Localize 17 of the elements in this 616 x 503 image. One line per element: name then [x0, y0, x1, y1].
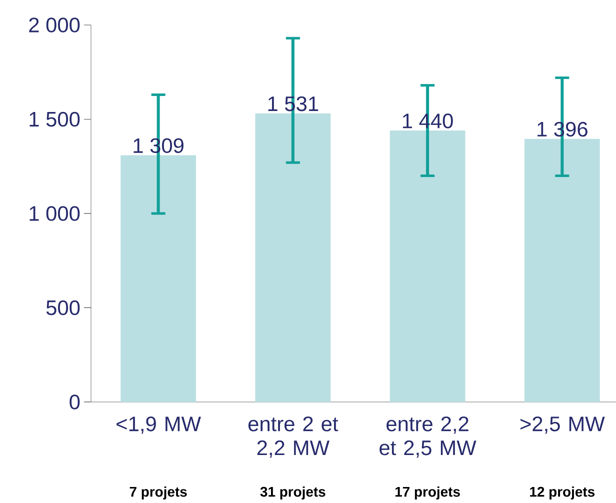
bar — [390, 130, 466, 402]
text: 17 projets — [395, 486, 460, 500]
bar — [255, 113, 331, 402]
y-tick-label: 500 — [46, 300, 80, 316]
bar — [524, 138, 600, 402]
y-tick-label: 1 000 — [30, 206, 80, 221]
x-tick-label: entre 2 et 2,2 MW — [248, 416, 338, 458]
y-tick-label: 2 000 — [29, 18, 80, 32]
text: 31 projets — [260, 486, 326, 500]
bar — [120, 155, 196, 402]
x-tick-label: entre 2,2 et 2,5 MW — [380, 416, 476, 458]
y-tick-label: 0 — [70, 394, 80, 410]
text: 7 projets — [130, 486, 187, 500]
text: 12 projets — [530, 486, 595, 500]
y-tick-label: 1 500 — [30, 112, 80, 127]
x-tick-label: >2,5 MW — [520, 416, 605, 434]
x-tick-label: <1,9 MW — [116, 416, 201, 434]
